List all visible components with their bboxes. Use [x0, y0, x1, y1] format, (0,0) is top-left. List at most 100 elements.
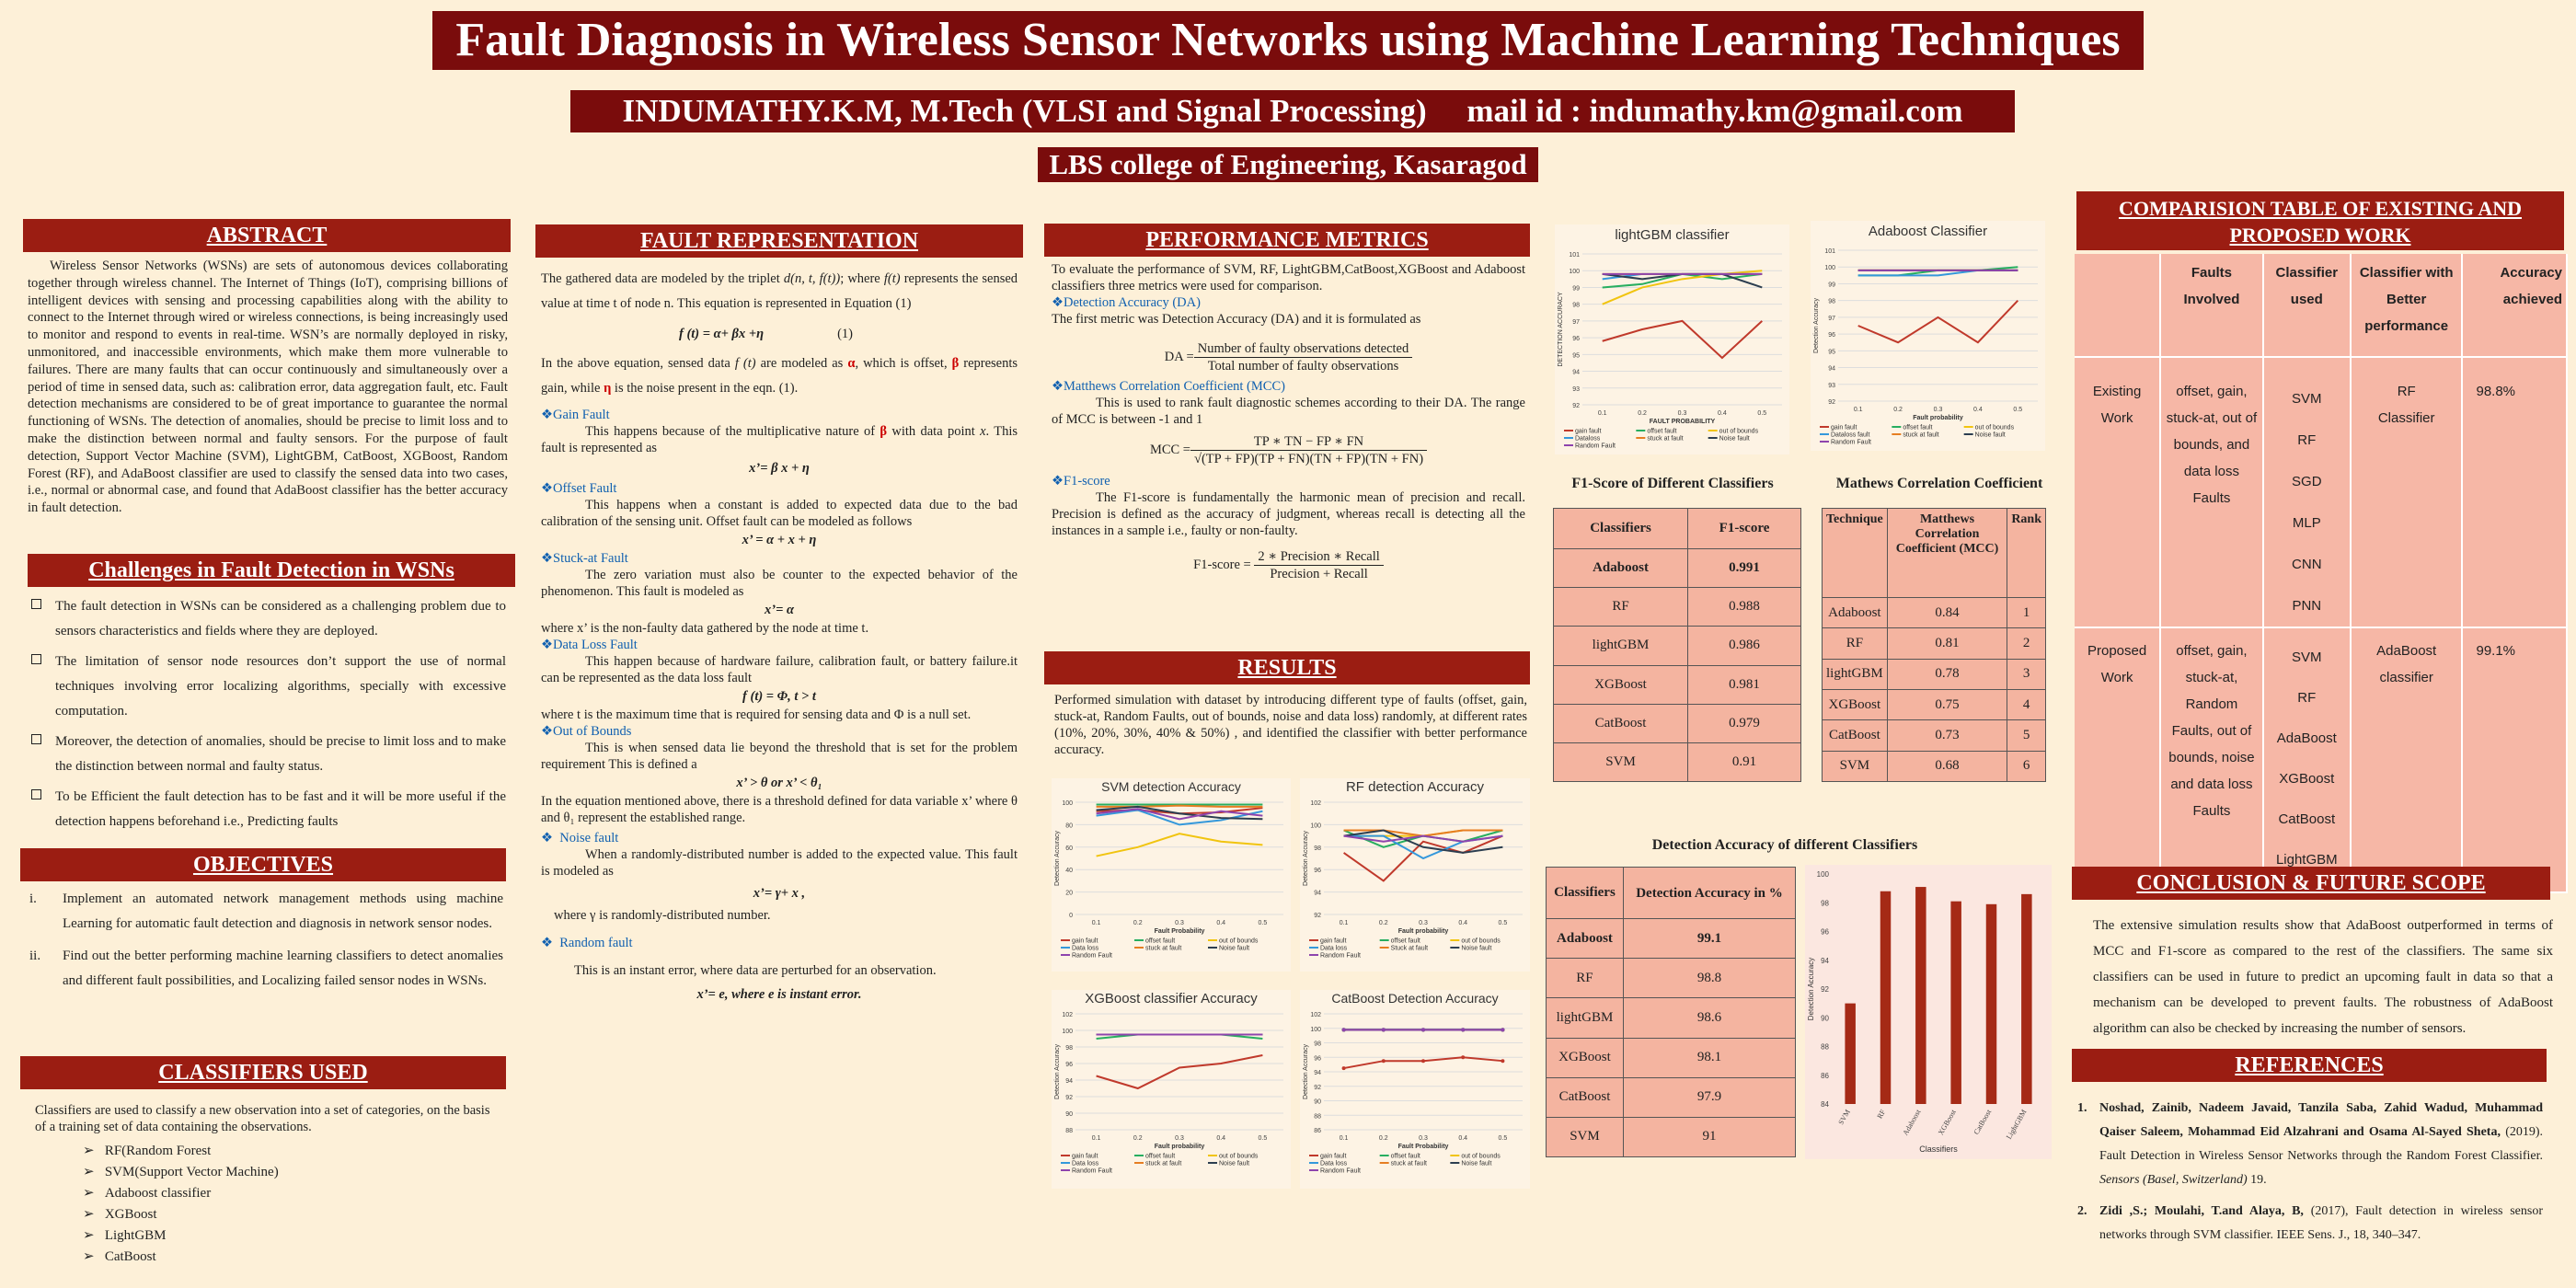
- da-table: Classifiers Detection Accuracy in % Adabo…: [1546, 866, 1797, 1158]
- table-cell: RF: [1552, 587, 1689, 627]
- legend-label: out of bounds: [1975, 425, 2015, 431]
- stuck-text-2: where x’ is the non-faulty data gathered…: [541, 621, 869, 636]
- y-axis-label: Detection Accuracy: [1054, 831, 1061, 886]
- noise-text: When a randomly-distributed number is ad…: [541, 847, 1018, 879]
- ft2: f (t): [734, 356, 756, 371]
- lightgbm-chart: lightGBM classifier 92 93 94 95 96 97 98 99 100 10…: [1555, 224, 1789, 454]
- fault-heading: FAULT REPRESENTATION: [535, 224, 1023, 258]
- legend-label: gain fault: [1831, 425, 1857, 431]
- author-name: INDUMATHY.K.M, M.Tech (VLSI and Signal P…: [622, 93, 1427, 129]
- comp-best: AdaBoost classifier: [2350, 627, 2464, 893]
- gain-text-4: . This fault is represented as: [541, 424, 1018, 455]
- table-cell: 1: [2007, 596, 2046, 629]
- series-line: [1096, 833, 1263, 857]
- table-cell: 98.1: [1622, 1037, 1797, 1078]
- legend-label: stuck at fault: [1647, 436, 1683, 443]
- f1-table: Classifiers F1-score Adaboost 0.991 RF 0.988…: [1552, 507, 1801, 783]
- arrow-bullet-icon: ➢: [83, 1186, 95, 1201]
- loss-equation: f (t) = Φ, t > t: [742, 689, 816, 704]
- table-cell: lightGBM: [1552, 626, 1689, 666]
- y-tick-label: 100: [1062, 800, 1073, 807]
- table-row: Adaboost 0.991: [1552, 548, 1801, 589]
- y-tick-label: 90: [1821, 1014, 1829, 1022]
- x-tick-label: 0.2: [1133, 1135, 1143, 1142]
- abstract-heading: ABSTRACT: [23, 219, 511, 252]
- da-header: Detection Accuracy in %: [1622, 866, 1797, 920]
- table-cell: RF: [1822, 627, 1888, 660]
- data-point: [1461, 1055, 1466, 1060]
- table-cell: lightGBM: [1546, 997, 1624, 1039]
- table-row: Adaboost 99.1: [1546, 918, 1797, 960]
- legend-label: Noise fault: [1975, 432, 2006, 439]
- mcc-header: Matthews Correlation Coefficient (MCC): [1886, 508, 2008, 598]
- legend-label: Noise fault: [1719, 436, 1750, 443]
- mcc-text: This is used to rank fault diagnostic sc…: [1052, 396, 1525, 427]
- y-tick-label: 88: [1821, 1043, 1829, 1052]
- data-point: [1421, 1028, 1425, 1032]
- data-point: [1341, 1066, 1346, 1071]
- reference-item: 2. Zidi ,S.; Moulahi, T.and Alaya, B, (20…: [2077, 1204, 2544, 1242]
- y-tick-label: 88: [1065, 1128, 1073, 1134]
- series-line: [1096, 808, 1263, 821]
- table-row: CatBoost 0.73 5: [1822, 719, 2046, 752]
- y-tick-label: 86: [1821, 1072, 1829, 1080]
- bar: [1950, 901, 1961, 1104]
- author-line: INDUMATHY.K.M, M.Tech (VLSI and Signal P…: [570, 90, 2015, 132]
- legend-label: Noise fault: [1219, 946, 1249, 952]
- arrow-bullet-icon: ➢: [83, 1249, 95, 1264]
- y-axis-label: Detection Accuracy: [1303, 1044, 1309, 1099]
- diamond-bullet-icon: ❖: [541, 408, 553, 422]
- x-tick-label: 0.1: [1340, 920, 1349, 926]
- series-line: [1343, 834, 1503, 843]
- x-axis-label: Fault Probability: [1398, 1144, 1449, 1150]
- comp-classifiers: SVM RF AdaBoost XGBoost CatBoost LightGBM: [2262, 627, 2352, 893]
- table-cell: 91: [1622, 1116, 1797, 1158]
- fault-p1c: ; where: [840, 271, 880, 286]
- y-tick-label: 95: [1828, 349, 1835, 355]
- gain-heading: ❖Gain Fault: [541, 408, 610, 422]
- table-cell: 3: [2007, 658, 2046, 690]
- y-tick-label: 84: [1821, 1100, 1829, 1109]
- legend-label: offset fault: [1145, 938, 1175, 945]
- bar: [1880, 891, 1892, 1104]
- chart-title: SVM detection Accuracy: [1101, 779, 1241, 794]
- legend-label: gain fault: [1320, 938, 1346, 945]
- x-var: x: [980, 424, 986, 439]
- conclusion-text: The extensive simulation results show th…: [2093, 918, 2553, 1036]
- loss-text-2: where t is the maximum time that is requ…: [541, 707, 972, 722]
- eta-symbol: η: [604, 381, 612, 396]
- x-tick-label: 0.3: [1419, 1135, 1428, 1142]
- table-row: SVM 0.91: [1552, 742, 1801, 783]
- series-line: [1096, 809, 1263, 826]
- stuck-heading: ❖Stuck-at Fault: [541, 551, 628, 566]
- y-tick-label: 96: [1314, 868, 1321, 874]
- y-tick-label: 94: [1572, 370, 1580, 376]
- y-tick-label: 98: [1314, 1041, 1321, 1048]
- x-tick-label: 0.4: [1973, 407, 1983, 413]
- legend-label: stuck at fault: [1903, 432, 1938, 439]
- chart-svg: CatBoost Detection Accuracy 86 88 90 92 94 96 9…: [1303, 991, 1523, 1175]
- table-row: CatBoost 0.979: [1552, 703, 1801, 743]
- y-tick-label: 92: [1065, 1095, 1073, 1101]
- y-tick-label: 88: [1314, 1113, 1321, 1120]
- comp-acc: 98.8%: [2462, 357, 2568, 628]
- y-axis-label: Detection Accuracy: [1054, 1044, 1061, 1099]
- catboost-chart: CatBoost Detection Accuracy 86 88 90 92 94 96 9…: [1300, 990, 1530, 1189]
- y-axis-label: Detection Accuracy: [1813, 298, 1820, 353]
- legend-label: Data loss: [1072, 1161, 1099, 1167]
- legend-label: out of bounds: [1461, 938, 1501, 945]
- comp-acc: 99.1%: [2462, 627, 2568, 893]
- objective-num: i.: [29, 891, 37, 906]
- series-line: [1857, 299, 2019, 344]
- table-row: CatBoost 97.9: [1546, 1076, 1797, 1118]
- comp-faults: offset, gain, stuck-at, Random Faults, o…: [2160, 627, 2264, 893]
- legend-label: Data loss: [1072, 946, 1099, 952]
- x-tick-label: 0.4: [1458, 920, 1467, 926]
- comp-header: Faults Involved: [2160, 254, 2264, 358]
- y-tick-label: 94: [1828, 366, 1835, 373]
- y-tick-label: 94: [1821, 957, 1829, 965]
- table-row: RF 98.8: [1546, 958, 1797, 999]
- mcc-header: Technique: [1822, 508, 1888, 598]
- table-cell: Adaboost: [1552, 548, 1689, 589]
- y-tick-label: 96: [1828, 332, 1835, 339]
